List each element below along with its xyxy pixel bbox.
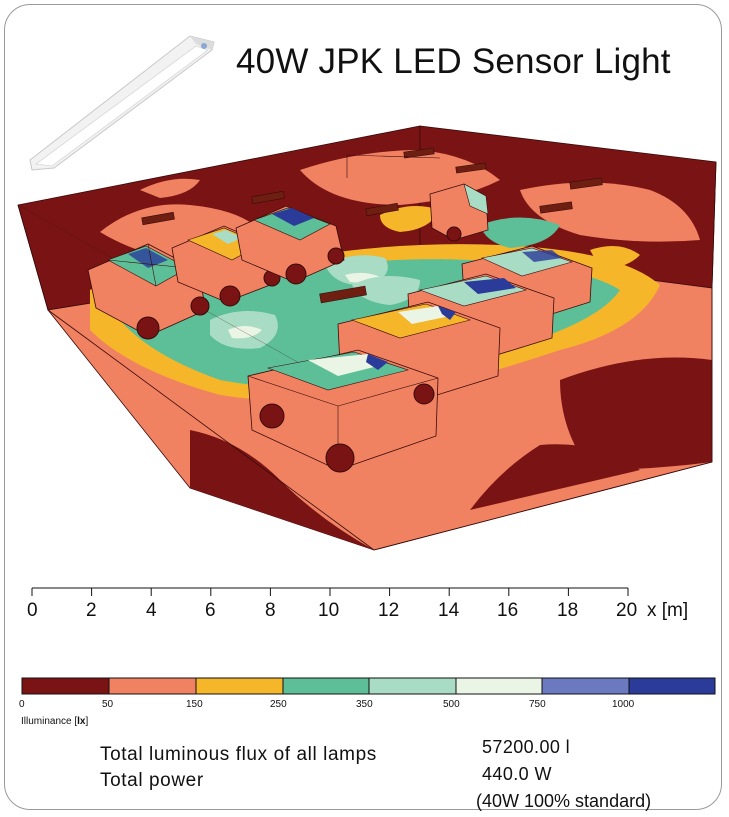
colorbar-title: Illuminance [lx] bbox=[21, 716, 89, 727]
colorbar-swatch bbox=[628, 677, 716, 695]
colorbar-tick-label: 500 bbox=[443, 699, 460, 710]
vehicle bbox=[235, 205, 345, 285]
luminaire bbox=[403, 147, 435, 159]
vehicles bbox=[87, 183, 593, 473]
scale-unit-label: x [m] bbox=[647, 600, 689, 621]
colorbar-tick-label: 250 bbox=[270, 699, 287, 710]
colorbar-swatch bbox=[282, 677, 370, 695]
luminaire bbox=[319, 285, 367, 304]
colorbar-swatch bbox=[21, 677, 110, 695]
scale-tick-label: 8 bbox=[265, 600, 276, 621]
colorbar-tick-label: 1000 bbox=[612, 699, 635, 710]
colorbar-tick-label: 0 bbox=[19, 699, 25, 710]
luminaire bbox=[539, 201, 573, 214]
scale-tick-label: 6 bbox=[205, 600, 216, 621]
luminaire bbox=[569, 177, 603, 190]
led-fixture-image bbox=[29, 35, 215, 171]
power-note: (40W 100% standard) bbox=[476, 791, 652, 811]
scale-tick-label: 20 bbox=[616, 600, 638, 621]
power-value: 440.0 W bbox=[482, 764, 552, 784]
colorbar-tick-label: 350 bbox=[356, 699, 373, 710]
scale-tick-label: 10 bbox=[318, 600, 340, 621]
colorbar-swatch bbox=[541, 677, 630, 695]
colorbar-tick-label: 50 bbox=[102, 699, 114, 710]
colorbar-tick-label: 150 bbox=[186, 699, 203, 710]
luminaire bbox=[455, 162, 487, 174]
scale-tick-label: 18 bbox=[557, 600, 579, 621]
luminaires bbox=[141, 147, 603, 304]
power-label: Total power bbox=[100, 770, 204, 791]
vehicle bbox=[429, 183, 489, 242]
scale-tick-label: 2 bbox=[86, 600, 97, 621]
colorbar-swatch bbox=[455, 677, 543, 695]
luminaire bbox=[365, 202, 399, 217]
diagram-frame bbox=[4, 4, 722, 810]
scale-tick-label: 14 bbox=[438, 600, 460, 621]
scale-tick-label: 4 bbox=[146, 600, 157, 621]
vehicle bbox=[247, 349, 439, 473]
luminaire bbox=[251, 190, 285, 205]
colorbar bbox=[21, 677, 716, 695]
page-title: 40W JPK LED Sensor Light bbox=[236, 42, 671, 81]
scale-tick-label: 12 bbox=[378, 600, 400, 621]
colorbar-swatch bbox=[108, 677, 197, 695]
colorbar-swatch bbox=[368, 677, 457, 695]
scale-tick-label: 0 bbox=[27, 600, 38, 621]
scale-tick-label: 16 bbox=[497, 600, 519, 621]
scale-bar bbox=[31, 587, 629, 596]
flux-value: 57200.00 l bbox=[482, 737, 571, 757]
luminaire bbox=[141, 211, 175, 226]
colorbar-tick-label: 750 bbox=[529, 699, 546, 710]
colorbar-swatch bbox=[195, 677, 284, 695]
flux-label: Total luminous flux of all lamps bbox=[100, 744, 377, 765]
